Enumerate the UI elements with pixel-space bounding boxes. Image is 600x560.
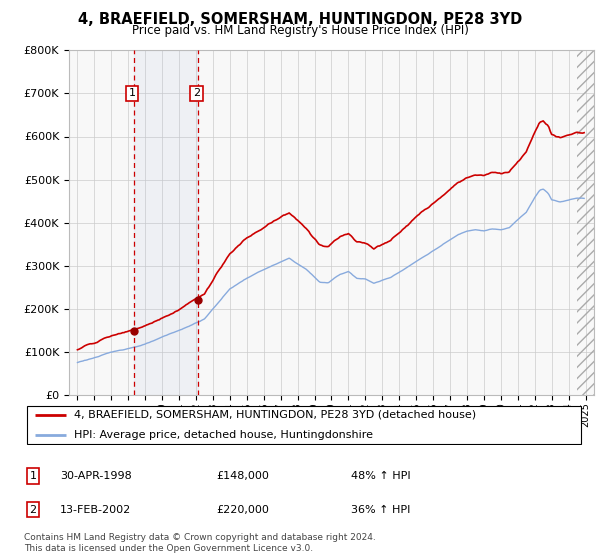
Text: Contains HM Land Registry data © Crown copyright and database right 2024.
This d: Contains HM Land Registry data © Crown c… bbox=[24, 533, 376, 553]
Text: 4, BRAEFIELD, SOMERSHAM, HUNTINGDON, PE28 3YD (detached house): 4, BRAEFIELD, SOMERSHAM, HUNTINGDON, PE2… bbox=[74, 410, 476, 420]
Text: 4, BRAEFIELD, SOMERSHAM, HUNTINGDON, PE28 3YD: 4, BRAEFIELD, SOMERSHAM, HUNTINGDON, PE2… bbox=[78, 12, 522, 27]
Text: 30-APR-1998: 30-APR-1998 bbox=[60, 471, 132, 481]
Text: 2: 2 bbox=[193, 88, 200, 99]
Text: 36% ↑ HPI: 36% ↑ HPI bbox=[351, 505, 410, 515]
FancyBboxPatch shape bbox=[27, 407, 581, 444]
Text: 13-FEB-2002: 13-FEB-2002 bbox=[60, 505, 131, 515]
Text: £220,000: £220,000 bbox=[216, 505, 269, 515]
Text: 1: 1 bbox=[29, 471, 37, 481]
Text: 2: 2 bbox=[29, 505, 37, 515]
Text: 48% ↑ HPI: 48% ↑ HPI bbox=[351, 471, 410, 481]
Text: Price paid vs. HM Land Registry's House Price Index (HPI): Price paid vs. HM Land Registry's House … bbox=[131, 24, 469, 37]
Text: 1: 1 bbox=[128, 88, 136, 99]
Bar bbox=[134, 50, 198, 395]
Bar bbox=[577, 50, 594, 395]
Text: HPI: Average price, detached house, Huntingdonshire: HPI: Average price, detached house, Hunt… bbox=[74, 430, 373, 440]
Text: £148,000: £148,000 bbox=[216, 471, 269, 481]
